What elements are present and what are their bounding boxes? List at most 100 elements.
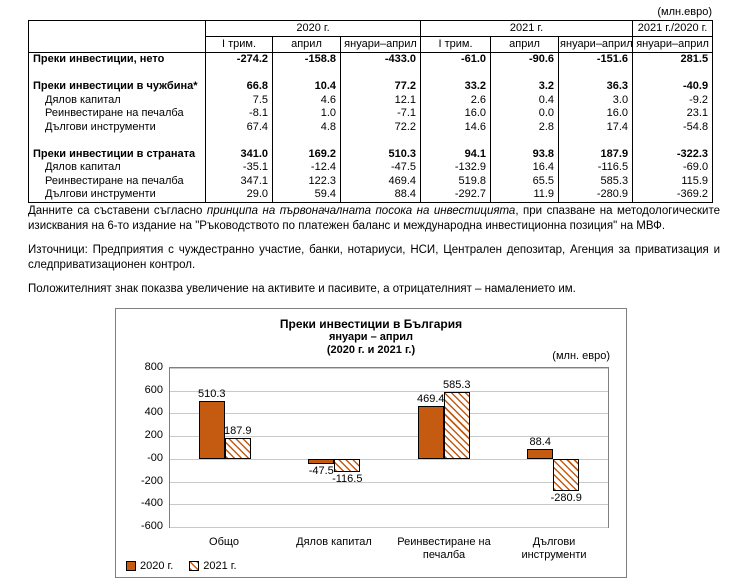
- legend-item: 2021 г.: [189, 560, 237, 572]
- bar-2020 г.-Реинвестиране на печалба: [417, 405, 444, 459]
- bar-value-label: -116.5: [332, 473, 363, 486]
- y-axis: 800 600 400 200 -00 -200 -400 -600: [124, 361, 169, 532]
- cell-value: 23.1: [632, 107, 714, 121]
- y-tick-label: 400: [144, 406, 163, 419]
- row-label: Преки инвестиции, нето: [28, 52, 206, 67]
- cell-value: -47.5: [339, 161, 422, 175]
- bar-2020 г.-Дялов капитал: [308, 458, 335, 465]
- cell-value: 29.0: [205, 188, 273, 202]
- cell-value: -292.7: [420, 188, 492, 202]
- row-label: [28, 134, 206, 148]
- row-label: Дългови инструменти: [28, 188, 206, 202]
- cell-value: -90.6: [490, 52, 560, 67]
- table-row: [28, 66, 714, 80]
- y-tick-label: -200: [140, 474, 163, 487]
- cell-value: -35.1: [205, 161, 273, 175]
- gridline: [170, 527, 608, 528]
- table-body: Преки инвестиции, нето -274.2 -158.8 -433.0…: [28, 52, 714, 202]
- row-label: Реинвестиране на печалба: [28, 174, 206, 188]
- y-tick-label: -600: [140, 520, 163, 532]
- cell-value: [632, 134, 714, 148]
- cell-value: [558, 134, 634, 148]
- cell-value: -274.2: [205, 52, 273, 67]
- table-row: Дялов капитал -35.1 -12.4 -47.5 -132.9 16.4 -1…: [28, 161, 714, 175]
- row-label: Дългови инструменти: [28, 120, 206, 134]
- cell-value: [420, 66, 492, 80]
- col-group-ratio: 2021 г./2020 г.: [632, 20, 714, 37]
- gridline: [170, 390, 608, 392]
- note-text-italic: принципа на първоначалната посока на инв…: [206, 205, 516, 217]
- cell-value: 0.4: [490, 93, 560, 107]
- cell-value: 115.9: [632, 174, 714, 188]
- gridline: [170, 504, 608, 506]
- cell-value: 14.6: [420, 120, 492, 134]
- chart-subtitle: януари – април: [328, 331, 414, 343]
- table-corner-cell: [28, 20, 206, 53]
- row-label: Дялов капитал: [28, 93, 206, 107]
- cell-value: 12.1: [339, 93, 422, 107]
- table-row: Преки инвестиции в страната 341.0 169.2 510…: [28, 147, 714, 161]
- table-row: Реинвестиране на печалба 347.1 122.3 469.4 5…: [28, 174, 714, 188]
- cell-value: [339, 66, 422, 80]
- legend-label: 2021 г.: [203, 560, 237, 572]
- cell-value: 187.9: [558, 147, 634, 161]
- legend-swatch: [189, 561, 200, 571]
- subcol-header: I трим.: [420, 36, 492, 53]
- row-label: Преки инвестиции в чужбина*: [28, 80, 206, 94]
- cell-value: 2.6: [420, 93, 492, 107]
- row-label: Реинвестиране на печалба: [28, 107, 206, 121]
- cell-value: 347.1: [205, 174, 273, 188]
- table-subheader-row: I трим. април януари–април I трим. април…: [29, 36, 714, 53]
- bar-value-label: -47.5: [308, 465, 334, 478]
- plot-area: 510.3 187.9 -47.5 -116.5 469.4 585.3 88.4 -280.…: [169, 367, 609, 528]
- chart: Преки инвестиции в България януари – апр…: [115, 308, 627, 578]
- cell-value: -158.8: [272, 52, 341, 67]
- legend-swatch: [126, 561, 136, 571]
- chart-subtitle-years: (2020 г. и 2021 г.): [326, 344, 416, 356]
- footnotes: Данните са съставени съгласно принципа н…: [28, 204, 720, 297]
- cell-value: 11.9: [490, 188, 560, 202]
- cell-value: 66.8: [205, 80, 273, 94]
- gridline: [170, 458, 608, 460]
- cell-value: 16.4: [490, 161, 560, 175]
- gridline: [170, 413, 608, 415]
- cell-value: 93.8: [490, 147, 560, 161]
- cell-value: 7.5: [205, 93, 273, 107]
- subcol-header: април: [272, 36, 341, 53]
- legend: 2020 г. 2021 г.: [126, 560, 237, 572]
- cell-value: 169.2: [272, 147, 341, 161]
- cell-value: 88.4: [339, 188, 422, 202]
- col-group-2020: 2020 г.: [204, 20, 422, 37]
- cell-value: 2.8: [490, 120, 560, 134]
- subcol-header: януари–април: [632, 36, 714, 53]
- cell-value: [632, 66, 714, 80]
- cell-value: -132.9: [420, 161, 492, 175]
- cell-value: 4.8: [272, 120, 341, 134]
- cell-value: 77.2: [339, 80, 422, 94]
- cell-value: 1.0: [272, 107, 341, 121]
- cell-value: 3.0: [558, 93, 634, 107]
- bar-2021 г.-Дялов капитал: [334, 458, 361, 473]
- x-category-label: Дългови инструменти: [521, 536, 587, 561]
- cell-value: 341.0: [205, 147, 273, 161]
- cell-value: 0.0: [490, 107, 560, 121]
- cell-value: -61.0: [420, 52, 492, 67]
- x-category-label: Реинвестиране на печалба: [397, 536, 491, 561]
- y-tick-label: 600: [144, 383, 163, 396]
- note-text: , при спазване на методологическите изис…: [28, 205, 720, 232]
- subcol-header: януари–април: [558, 36, 634, 53]
- cell-value: -12.4: [272, 161, 341, 175]
- legend-item: 2020 г.: [126, 560, 173, 572]
- table-row: Дялов капитал 7.5 4.6 12.1 2.6 0.4 3.0 -9.2: [28, 93, 714, 107]
- cell-value: -116.5: [558, 161, 634, 175]
- subcol-header: януари–април: [339, 36, 422, 53]
- investment-table: 2020 г. 2021 г. 2021 г./2020 г. I трим. …: [28, 20, 714, 203]
- cell-value: 10.4: [272, 80, 341, 94]
- chart-unit-note: (млн. евро): [552, 350, 610, 362]
- table-group-header-row: 2020 г. 2021 г. 2021 г./2020 г.: [28, 20, 714, 53]
- row-label: Дялов капитал: [28, 161, 206, 175]
- cell-value: 281.5: [632, 52, 714, 67]
- note-sources: Източници: Предприятия с чуждестранно уч…: [28, 243, 720, 271]
- cell-value: 510.3: [339, 147, 422, 161]
